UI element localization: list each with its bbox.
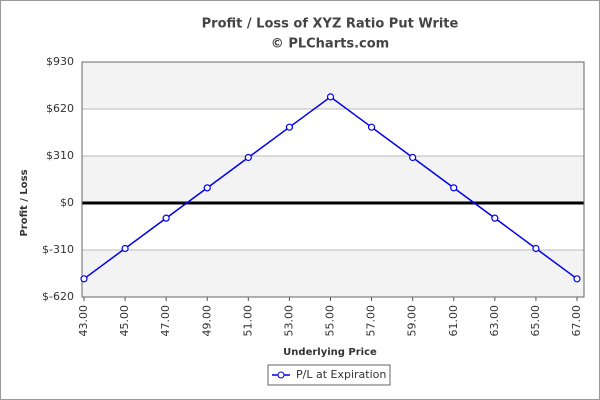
legend-label: P/L at Expiration xyxy=(296,368,386,381)
data-point xyxy=(409,153,417,162)
data-point xyxy=(532,244,540,253)
x-tick-label: 51.00 xyxy=(241,305,254,337)
chart-title: Profit / Loss of XYZ Ratio Put Write xyxy=(202,17,459,32)
chart-subtitle: © PLCharts.com xyxy=(271,37,389,52)
y-tick-label: $930 xyxy=(46,55,74,68)
data-point xyxy=(450,184,458,192)
y-tick-label: $-310 xyxy=(42,243,74,256)
data-point xyxy=(573,275,581,283)
plot-band xyxy=(82,250,584,297)
data-point xyxy=(326,93,335,101)
x-tick-label: 53.00 xyxy=(282,305,295,337)
data-point xyxy=(244,153,252,162)
plot-band xyxy=(82,62,584,109)
x-tick-label: 55.00 xyxy=(324,305,337,337)
x-axis-title: Underlying Price xyxy=(283,347,377,358)
x-tick-label: 61.00 xyxy=(447,305,460,337)
x-tick-label: 67.00 xyxy=(570,305,583,337)
x-tick-label: 47.00 xyxy=(159,305,172,337)
x-tick-label: 63.00 xyxy=(488,305,501,337)
x-tick-label: 49.00 xyxy=(200,305,213,337)
legend-box xyxy=(267,364,391,386)
data-point xyxy=(285,123,294,131)
x-tick-label: 59.00 xyxy=(406,305,419,337)
data-point xyxy=(491,214,499,222)
x-tick-label: 57.00 xyxy=(365,305,378,337)
data-point xyxy=(203,184,211,192)
data-point xyxy=(367,123,376,131)
x-tick-label: 65.00 xyxy=(529,305,542,337)
y-axis-title: Profit / Loss xyxy=(19,169,30,236)
y-tick-label: $-620 xyxy=(42,290,74,303)
data-point xyxy=(80,275,88,283)
plot-band xyxy=(82,156,584,203)
y-tick-label: $310 xyxy=(46,149,74,162)
y-tick-label: $620 xyxy=(46,102,74,115)
plot-frame xyxy=(81,61,585,298)
y-tick-label: $0 xyxy=(60,196,74,209)
data-point xyxy=(121,244,129,253)
data-point xyxy=(162,214,170,222)
x-tick-label: 45.00 xyxy=(118,305,131,337)
legend-marker xyxy=(277,371,285,379)
x-tick-label: 43.00 xyxy=(77,305,90,337)
